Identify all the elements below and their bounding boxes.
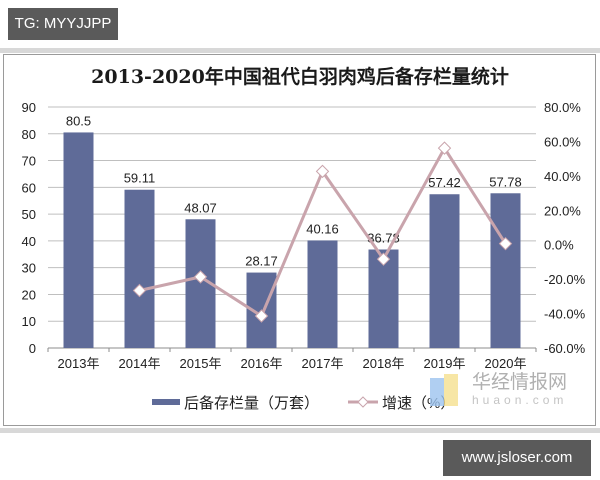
x-category-label: 2016年 bbox=[241, 356, 283, 371]
bar bbox=[429, 194, 460, 348]
chart-title: 2013-2020年中国祖代白羽肉鸡后备存栏量统计 bbox=[91, 66, 509, 88]
divider-top bbox=[0, 48, 600, 53]
y-left-tick: 80 bbox=[22, 127, 36, 142]
diamond-marker bbox=[315, 164, 330, 179]
y-left-tick: 20 bbox=[22, 287, 36, 302]
divider-bottom bbox=[0, 428, 600, 433]
y-right-tick: -20.0% bbox=[544, 272, 586, 287]
y-right-tick: 60.0% bbox=[544, 134, 581, 149]
legend-diamond-icon bbox=[357, 396, 369, 408]
bar-value-label: 57.42 bbox=[428, 175, 461, 190]
logo-icon bbox=[430, 378, 444, 406]
bar-value-label: 48.07 bbox=[184, 200, 217, 215]
x-category-label: 2017年 bbox=[302, 356, 344, 371]
y-right-tick: 20.0% bbox=[544, 203, 581, 218]
y-right-tick: -60.0% bbox=[544, 341, 586, 356]
y-right-tick: 40.0% bbox=[544, 169, 581, 184]
diamond-marker bbox=[437, 141, 452, 155]
bar-value-label: 80.5 bbox=[66, 113, 91, 128]
bar bbox=[63, 132, 94, 348]
logo-text-cn: 华经情报网 bbox=[472, 371, 567, 393]
bar-value-label: 28.17 bbox=[245, 254, 278, 269]
y-right-tick: -40.0% bbox=[544, 307, 586, 322]
y-left-tick: 50 bbox=[22, 207, 36, 222]
y-right-tick: 80.0% bbox=[544, 100, 581, 115]
y-left-tick: 10 bbox=[22, 314, 36, 329]
bar bbox=[307, 240, 338, 348]
bar bbox=[368, 249, 399, 348]
x-category-label: 2015年 bbox=[180, 356, 222, 371]
y-right-tick: 0.0% bbox=[544, 238, 574, 253]
y-left-tick: 70 bbox=[22, 154, 36, 169]
y-left-tick: 30 bbox=[22, 261, 36, 276]
x-category-label: 2014年 bbox=[119, 356, 161, 371]
y-left-tick: 40 bbox=[22, 234, 36, 249]
legend-bar-label: 后备存栏量（万套） bbox=[184, 395, 319, 412]
logo-icon-part bbox=[444, 374, 458, 406]
legend-bar-swatch bbox=[152, 399, 180, 405]
x-category-label: 2020年 bbox=[485, 356, 527, 371]
bar bbox=[124, 189, 155, 348]
diamond-marker bbox=[498, 236, 513, 251]
diamond-marker bbox=[193, 270, 208, 284]
watermark-top: TG: MYYJJPP bbox=[8, 8, 118, 40]
bar-value-label: 57.78 bbox=[489, 174, 522, 189]
y-left-tick: 90 bbox=[22, 100, 36, 115]
x-category-label: 2013年 bbox=[58, 356, 100, 371]
x-category-label: 2019年 bbox=[424, 356, 466, 371]
x-category-label: 2018年 bbox=[363, 356, 405, 371]
bar-value-label: 40.16 bbox=[306, 221, 339, 236]
bar-value-label: 59.11 bbox=[124, 171, 156, 186]
diamond-marker bbox=[376, 252, 391, 266]
bar bbox=[490, 193, 521, 348]
y-left-tick: 0 bbox=[29, 341, 36, 356]
logo-text-en: huaon.com bbox=[472, 393, 567, 407]
diamond-marker bbox=[132, 283, 147, 298]
y-left-tick: 60 bbox=[22, 180, 36, 195]
diamond-marker bbox=[254, 309, 269, 323]
watermark-bottom: www.jsloser.com bbox=[443, 440, 591, 476]
